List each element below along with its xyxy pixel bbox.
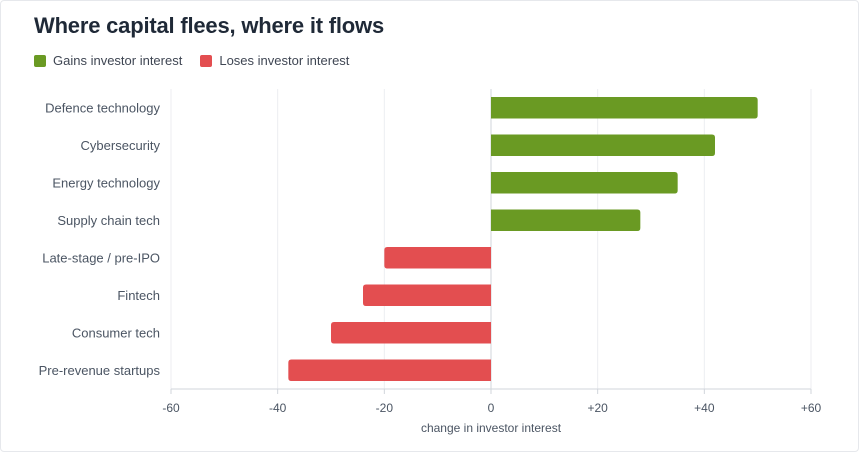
- legend-swatch-gains: [34, 54, 46, 67]
- x-axis-title: change in investor interest: [421, 421, 562, 435]
- x-tick-label: -20: [376, 401, 394, 415]
- x-tick-label: -40: [269, 401, 287, 415]
- category-label: Supply chain tech: [57, 213, 160, 228]
- category-label: Consumer tech: [72, 325, 160, 340]
- category-label: Pre-revenue startups: [39, 363, 161, 378]
- bars: [288, 97, 758, 382]
- bar[interactable]: [363, 284, 491, 307]
- x-tick-label: +20: [587, 401, 608, 415]
- x-tick-label: -60: [162, 401, 180, 415]
- category-label: Energy technology: [52, 175, 160, 190]
- category-label: Cybersecurity: [81, 138, 161, 153]
- category-labels: Defence technology Cybersecurity Energy te…: [39, 100, 161, 378]
- bar[interactable]: [491, 97, 758, 119]
- legend-item-gains[interactable]: Gains investor interest: [34, 53, 182, 68]
- legend-swatch-loses: [200, 54, 213, 67]
- bar[interactable]: [288, 359, 491, 382]
- bar[interactable]: [491, 134, 715, 157]
- legend-item-loses[interactable]: Loses investor interest: [200, 53, 349, 68]
- bar[interactable]: [491, 209, 641, 232]
- x-axis-ticks: -60 -40 -20 0 +20 +40 +60: [162, 389, 822, 415]
- category-label: Late-stage / pre-IPO: [42, 250, 160, 265]
- bar[interactable]: [384, 247, 491, 269]
- category-label: Fintech: [117, 288, 160, 303]
- legend-label-gains: Gains investor interest: [53, 53, 183, 68]
- chart-title: Where capital flees, where it flows: [34, 13, 384, 38]
- x-tick-label: +60: [801, 401, 822, 415]
- chart-legend: Gains investor interest Loses investor i…: [34, 53, 349, 68]
- legend-label-loses: Loses investor interest: [219, 53, 350, 68]
- bar[interactable]: [491, 172, 678, 194]
- x-tick-label: +40: [694, 401, 715, 415]
- bar[interactable]: [331, 322, 491, 344]
- category-label: Defence technology: [45, 100, 160, 115]
- x-tick-label: 0: [488, 401, 495, 415]
- grid-lines: [170, 89, 812, 390]
